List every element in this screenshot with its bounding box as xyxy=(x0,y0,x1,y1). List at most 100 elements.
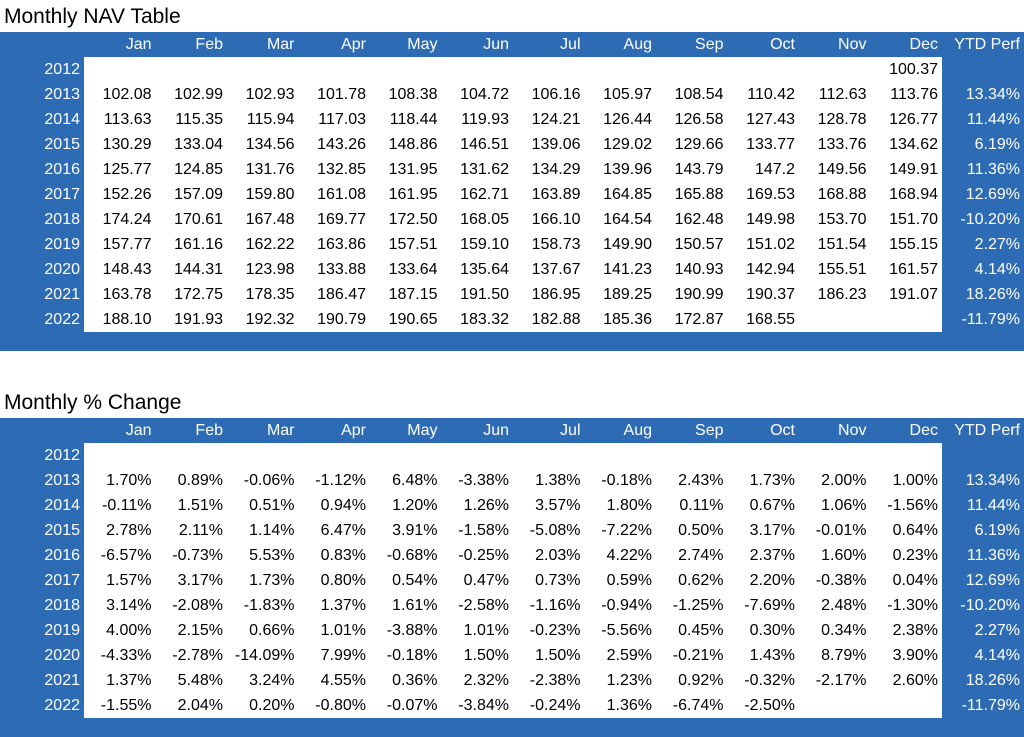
table-cell: -1.58% xyxy=(458,521,509,539)
table-cell: 124.21 xyxy=(531,110,581,128)
table-cell: 1.57% xyxy=(106,571,152,589)
table-cell: 1.50% xyxy=(463,646,509,664)
ytd-cell: 11.36% xyxy=(966,160,1020,178)
row-year: 2014 xyxy=(44,496,80,514)
table-cell: 113.63 xyxy=(103,110,152,128)
table-cell: 149.90 xyxy=(603,235,652,253)
table-cell: 0.62% xyxy=(678,571,724,589)
table-row: 2014 -0.11% 1.51% 0.51% 0.94% 1.20% 1.26% 3.57%… xyxy=(0,493,1024,518)
pct-values-area xyxy=(84,443,942,718)
table-cell: 191.50 xyxy=(460,285,509,303)
table-row: 2012 xyxy=(0,443,1024,468)
table-cell: 102.99 xyxy=(174,85,223,103)
table-cell: 0.92% xyxy=(678,671,724,689)
table-cell: -3.38% xyxy=(458,471,509,489)
table-cell: 3.91% xyxy=(392,521,438,539)
table-cell: 112.63 xyxy=(818,85,867,103)
header-month: Nov xyxy=(838,421,867,439)
header-ytd: YTD Perf xyxy=(954,421,1020,439)
table-cell: 0.83% xyxy=(320,546,366,564)
table-cell: 1.23% xyxy=(606,671,652,689)
row-year: 2015 xyxy=(44,135,80,153)
table-cell: 192.32 xyxy=(245,310,295,328)
table-cell: 2.20% xyxy=(749,571,795,589)
table-cell: 170.61 xyxy=(174,210,223,228)
row-year: 2016 xyxy=(44,546,80,564)
row-year: 2022 xyxy=(44,696,80,714)
table-cell: 186.95 xyxy=(531,285,581,303)
table-cell xyxy=(227,57,299,82)
table-cell: 165.88 xyxy=(674,185,724,203)
row-year: 2017 xyxy=(44,185,80,203)
pct-change-title: Monthly % Change xyxy=(4,391,182,414)
table-cell: 2.43% xyxy=(678,471,724,489)
table-row: 2022 -1.55% 2.04% 0.20% -0.80% -0.07% -3.84% -0… xyxy=(0,693,1024,718)
table-cell: 7.99% xyxy=(320,646,366,664)
table-cell: -1.56% xyxy=(887,496,938,514)
ytd-cell: 2.27% xyxy=(974,235,1020,253)
table-cell: 1.80% xyxy=(606,496,652,514)
row-year: 2019 xyxy=(44,235,80,253)
table-cell xyxy=(799,57,871,82)
table-cell: 150.57 xyxy=(674,235,724,253)
table-cell: 5.53% xyxy=(249,546,295,564)
table-cell: 189.25 xyxy=(603,285,652,303)
table-cell: 0.11% xyxy=(679,496,724,514)
table-cell xyxy=(156,443,228,468)
table-cell: 191.07 xyxy=(889,285,938,303)
ytd-cell: 13.34% xyxy=(965,471,1020,489)
table-cell xyxy=(656,443,728,468)
header-month: Feb xyxy=(195,35,223,53)
table-cell: 0.73% xyxy=(535,571,581,589)
ytd-cell: 2.27% xyxy=(974,621,1020,639)
header-month: Jun xyxy=(483,421,509,439)
ytd-cell: 11.44% xyxy=(966,110,1020,128)
table-cell: 190.37 xyxy=(746,285,795,303)
header-month: May xyxy=(407,421,438,439)
table-cell: 0.20% xyxy=(249,696,295,714)
table-cell: 2.15% xyxy=(177,621,223,639)
table-cell: 161.95 xyxy=(388,185,438,203)
table-cell: 148.86 xyxy=(388,135,438,153)
ytd-cell: 12.69% xyxy=(965,185,1020,203)
table-cell: 118.44 xyxy=(389,110,438,128)
table-cell xyxy=(799,307,871,332)
table-cell: -0.38% xyxy=(815,571,867,589)
table-cell: 1.20% xyxy=(392,496,438,514)
table-cell: 143.26 xyxy=(317,135,366,153)
table-cell: 0.47% xyxy=(463,571,509,589)
table-cell: 163.89 xyxy=(531,185,581,203)
table-cell: 163.86 xyxy=(317,235,366,253)
nav-table: Jan Feb Mar Apr May Jun Jul Aug Sep Oct Nov Dec YTD … xyxy=(0,32,1024,332)
header-month: Sep xyxy=(695,35,724,53)
table-cell: 155.15 xyxy=(889,235,938,253)
table-cell: 157.09 xyxy=(174,185,223,203)
table-cell: 0.64% xyxy=(892,521,938,539)
table-cell: -1.25% xyxy=(672,596,724,614)
table-cell: -6.57% xyxy=(100,546,152,564)
table-cell: 161.57 xyxy=(889,260,938,278)
table-cell: 148.43 xyxy=(102,260,152,278)
table-cell xyxy=(585,57,657,82)
header-month: Oct xyxy=(770,421,795,439)
table-cell: 1.37% xyxy=(106,671,152,689)
header-month: Dec xyxy=(909,35,938,53)
table-cell: 3.14% xyxy=(106,596,152,614)
table-cell: 188.10 xyxy=(102,310,152,328)
header-month: Mar xyxy=(266,35,295,53)
table-cell xyxy=(227,443,299,468)
row-year: 2021 xyxy=(44,285,80,303)
table-cell xyxy=(370,57,442,82)
table-cell: -0.73% xyxy=(172,546,223,564)
table-cell: -3.88% xyxy=(386,621,438,639)
header-month: Sep xyxy=(695,421,724,439)
table-cell xyxy=(799,693,871,718)
table-cell: 172.87 xyxy=(674,310,724,328)
table-cell xyxy=(84,443,156,468)
table-cell: 1.43% xyxy=(749,646,795,664)
row-year: 2013 xyxy=(44,471,80,489)
row-year: 2015 xyxy=(44,521,80,539)
table-cell: 140.93 xyxy=(674,260,724,278)
table-cell: 126.44 xyxy=(603,110,652,128)
row-year: 2021 xyxy=(44,671,80,689)
